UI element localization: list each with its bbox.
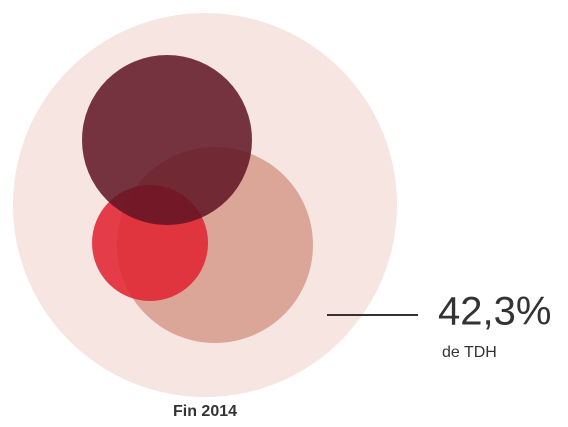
value-label: 42,3% [438, 290, 551, 334]
chart-title: Fin 2014 [173, 403, 237, 420]
annotation: de TDH [442, 344, 497, 361]
maroon-circle [82, 55, 252, 225]
